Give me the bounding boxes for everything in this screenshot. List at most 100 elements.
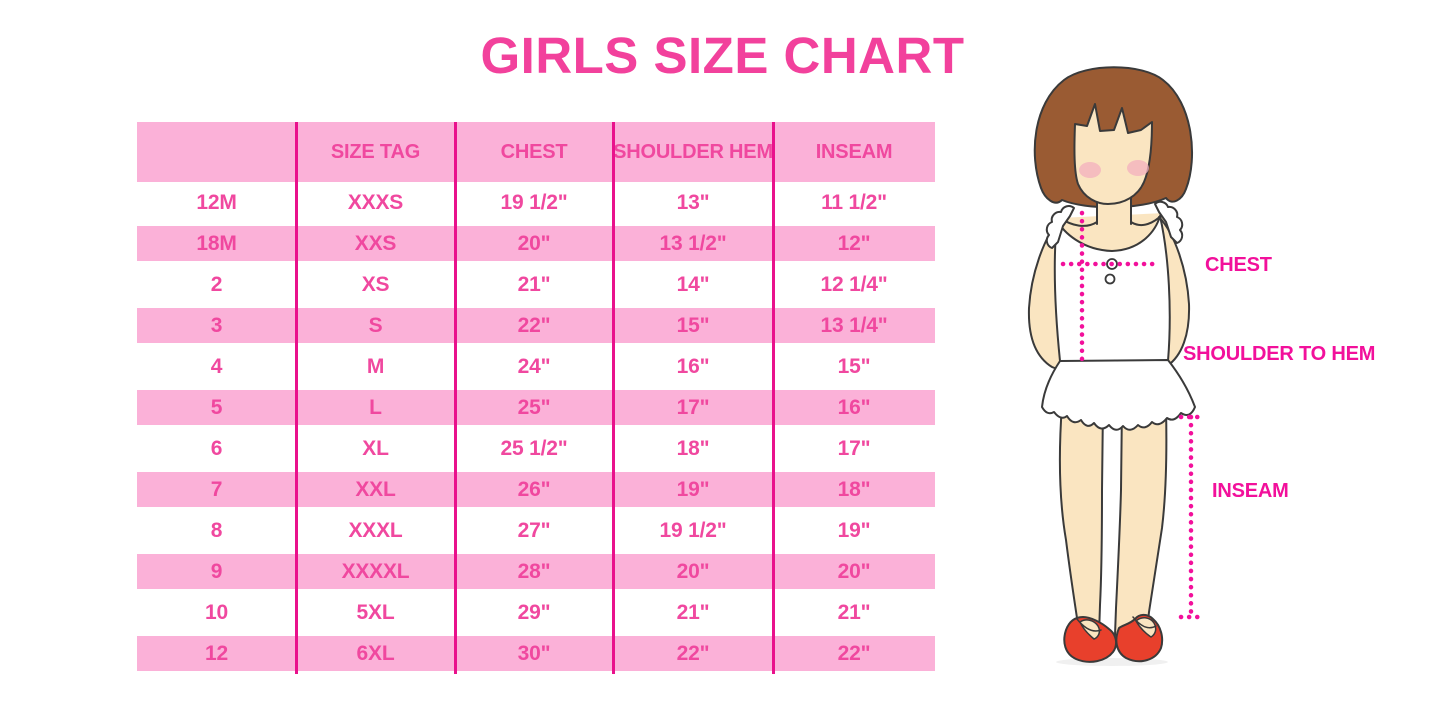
table-row: 12M XXXS 19 1/2" 13" 11 1/2" xyxy=(137,182,935,223)
table-cell: 22" xyxy=(455,305,613,346)
girl-shoe-right-strap xyxy=(1132,616,1157,629)
inseam-measure-line xyxy=(1178,414,1206,620)
chest-label: CHEST xyxy=(1205,254,1272,276)
table-cell: 16" xyxy=(676,354,710,378)
table-cell: S xyxy=(296,305,455,346)
table-cell: 15" xyxy=(613,305,773,346)
table-cell: XL xyxy=(362,436,389,460)
girl-face xyxy=(1073,103,1153,205)
size-table: SIZE TAG CHEST SHOULDER HEM INSEAM 12M XX… xyxy=(137,122,935,674)
table-cell: 9 xyxy=(137,551,296,592)
table-cell: 20" xyxy=(455,223,613,264)
table-cell: 12 xyxy=(137,633,296,674)
table-cell: 18" xyxy=(676,436,710,460)
table-cell: 27" xyxy=(517,518,551,542)
table-cell: XXXXL xyxy=(296,551,455,592)
inseam-label: INSEAM xyxy=(1212,480,1289,502)
table-cell: 14" xyxy=(676,272,710,296)
girl-frill-left xyxy=(1045,205,1075,249)
table-cell: 10 xyxy=(205,600,228,624)
table-cell: 16" xyxy=(773,387,935,428)
table-cell: 6XL xyxy=(296,633,455,674)
table-cell: 7 xyxy=(137,469,296,510)
table-cell: 24" xyxy=(517,354,551,378)
table-cell: 13" xyxy=(676,190,710,214)
table-row: 18M XXS 20" 13 1/2" 12" xyxy=(137,223,935,264)
table-cell: 8 xyxy=(210,518,223,542)
table-cell: 19" xyxy=(837,518,871,542)
table-cell: 25" xyxy=(455,387,613,428)
table-cell: 21" xyxy=(517,272,551,296)
measurement-diagram: CHEST SHOULDER TO HEM INSEAM xyxy=(1000,60,1445,723)
table-cell: 18" xyxy=(773,469,935,510)
table-cell: 18M xyxy=(137,223,296,264)
table-row: 2 XS 21" 14" 12 1/4" xyxy=(137,264,935,305)
table-cell: 5XL xyxy=(356,600,395,624)
table-row: 3 S 22" 15" 13 1/4" xyxy=(137,305,935,346)
column-divider xyxy=(294,122,298,674)
table-row: 7 XXL 26" 19" 18" xyxy=(137,469,935,510)
table-cell: 5 xyxy=(137,387,296,428)
table-cell: XS xyxy=(361,272,390,296)
column-divider xyxy=(771,122,775,674)
shoulder-to-hem-label: SHOULDER TO HEM xyxy=(1183,343,1376,365)
table-cell: 22" xyxy=(773,633,935,674)
table-row: 5 L 25" 17" 16" xyxy=(137,387,935,428)
table-cell: 25 1/2" xyxy=(500,436,568,460)
table-cell: 13 1/4" xyxy=(773,305,935,346)
table-cell: 6 xyxy=(210,436,223,460)
girl-skirt xyxy=(1041,359,1196,431)
table-cell: 21" xyxy=(676,600,710,624)
column-divider xyxy=(611,122,615,674)
table-cell: XXXL xyxy=(348,518,403,542)
table-cell: 2 xyxy=(210,272,223,296)
table-cell: 28" xyxy=(455,551,613,592)
table-cell: 17" xyxy=(613,387,773,428)
girl-leg-right xyxy=(1114,404,1168,636)
table-header-row: SIZE TAG CHEST SHOULDER HEM INSEAM xyxy=(137,122,935,182)
table-cell: 4 xyxy=(210,354,223,378)
page-title: GIRLS SIZE CHART xyxy=(480,27,965,84)
table-cell: 13 1/2" xyxy=(613,223,773,264)
girl-shoe-left xyxy=(1063,616,1118,663)
col-header-size-tag: SIZE TAG xyxy=(296,122,455,182)
girl-blush-left xyxy=(1079,162,1101,178)
table-row: 9 XXXXL 28" 20" 20" xyxy=(137,551,935,592)
table-row: 10 5XL 29" 21" 21" xyxy=(137,592,935,633)
table-cell: 20" xyxy=(613,551,773,592)
table-row: 4 M 24" 16" 15" xyxy=(137,346,935,387)
size-table-body: 12M XXXS 19 1/2" 13" 11 1/2" 18M XXS 20" 13 1/2"… xyxy=(137,182,935,674)
table-cell: 3 xyxy=(137,305,296,346)
col-header-chest: CHEST xyxy=(455,122,613,182)
table-cell: 19" xyxy=(613,469,773,510)
girl-leg-left xyxy=(1058,404,1104,636)
table-row: 8 XXXL 27" 19 1/2" 19" xyxy=(137,510,935,551)
table-cell: 17" xyxy=(837,436,871,460)
girl-illustration xyxy=(1027,66,1206,666)
size-table-grid: SIZE TAG CHEST SHOULDER HEM INSEAM 12M XX… xyxy=(137,122,935,674)
table-cell: 12" xyxy=(773,223,935,264)
table-cell: 26" xyxy=(455,469,613,510)
table-cell: XXL xyxy=(296,469,455,510)
girl-shoe-left-strap xyxy=(1076,618,1102,632)
table-cell: 12 1/4" xyxy=(820,272,888,296)
table-cell: 20" xyxy=(773,551,935,592)
table-cell: 30" xyxy=(455,633,613,674)
table-cell: XXS xyxy=(296,223,455,264)
girl-blush-right xyxy=(1127,160,1149,176)
table-cell: 11 1/2" xyxy=(821,190,887,214)
table-cell: L xyxy=(296,387,455,428)
table-row: 6 XL 25 1/2" 18" 17" xyxy=(137,428,935,469)
column-divider xyxy=(453,122,457,674)
girl-top-button xyxy=(1104,273,1116,285)
table-cell: 29" xyxy=(517,600,551,624)
table-cell: 19 1/2" xyxy=(659,518,727,542)
col-header-size xyxy=(137,122,296,182)
table-cell: XXXS xyxy=(347,190,404,214)
table-cell: 19 1/2" xyxy=(500,190,568,214)
table-cell: 22" xyxy=(613,633,773,674)
table-cell: 15" xyxy=(837,354,871,378)
table-row: 12 6XL 30" 22" 22" xyxy=(137,633,935,674)
table-cell: 12M xyxy=(196,190,237,214)
col-header-shoulder-hem: SHOULDER HEM xyxy=(613,122,773,182)
